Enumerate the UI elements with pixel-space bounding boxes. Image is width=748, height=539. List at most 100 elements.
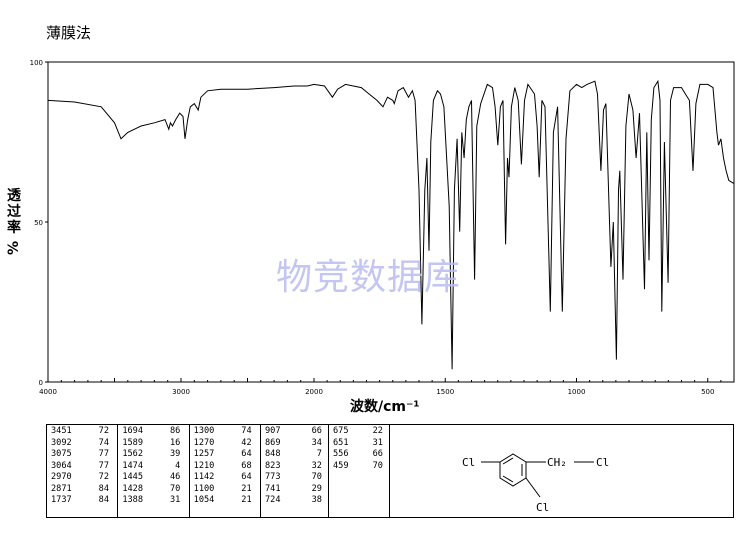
peak-wavenumber: 823 xyxy=(264,460,281,471)
x-tick-label: 500 xyxy=(701,388,714,396)
ring-double-bond-1 xyxy=(502,457,514,465)
cl-left-label: Cl xyxy=(462,456,475,469)
peak-wavenumber: 1210 xyxy=(193,460,215,471)
x-tick-label: 1500 xyxy=(436,388,454,396)
peak-row: 459 70 xyxy=(333,461,389,473)
peak-transmittance: 72 xyxy=(98,472,109,482)
peak-transmittance: 70 xyxy=(169,483,181,494)
peak-row: 1300 74 xyxy=(194,426,260,438)
peak-transmittance: 34 xyxy=(311,437,322,448)
peak-wavenumber: 1562 xyxy=(122,449,144,459)
peak-transmittance: 31 xyxy=(169,495,181,505)
y-tick-label: 100 xyxy=(30,59,43,67)
peak-wavenumber: 1694 xyxy=(122,426,144,436)
cl-bottom-label: Cl xyxy=(536,501,549,514)
y-tick-label: 50 xyxy=(34,219,43,227)
peak-transmittance: 77 xyxy=(98,449,109,459)
molecular-structure: Cl CH₂ Cl Cl xyxy=(462,453,609,514)
method-label: 薄膜法 xyxy=(46,24,92,42)
peak-transmittance: 64 xyxy=(241,472,252,482)
peak-transmittance: 31 xyxy=(372,437,383,448)
y-axis-label: 透过率 % xyxy=(4,188,24,256)
peak-wavenumber: 1100 xyxy=(193,483,215,494)
y-axis-title: 透过率 xyxy=(7,188,21,236)
peak-transmittance: 7 xyxy=(316,449,322,459)
y-axis-ticks: 0 50 100 xyxy=(30,59,48,387)
peak-row: 1388 31 xyxy=(122,495,188,507)
peak-column: 3451 72 3092 74 3075 77 3064 77 2970 72 2871 84 1737… xyxy=(47,425,119,517)
peak-row: 1428 70 xyxy=(122,484,188,496)
peak-row: 675 22 xyxy=(333,426,389,438)
peak-wavenumber: 675 xyxy=(332,426,349,436)
peak-row: 3064 77 xyxy=(51,461,117,473)
peak-wavenumber: 651 xyxy=(332,437,349,448)
peak-wavenumber: 2970 xyxy=(51,472,72,482)
peak-wavenumber: 1300 xyxy=(193,426,215,436)
peak-column: 1694 86 1589 16 1562 39 1474 4 1445 46 1428 70 1388 3… xyxy=(118,425,190,517)
peak-transmittance: 22 xyxy=(372,426,383,436)
structure-panel: Cl CH₂ Cl Cl xyxy=(390,424,734,518)
peak-row: 907 66 xyxy=(265,426,328,438)
peak-wavenumber: 1445 xyxy=(122,472,144,482)
peak-wavenumber: 1388 xyxy=(122,495,144,505)
peak-transmittance: 64 xyxy=(241,449,252,459)
peak-wavenumber: 1589 xyxy=(122,437,144,448)
peak-row: 651 31 xyxy=(333,438,389,450)
x-axis-ticks: 4000 3000 2000 1500 1000 500 xyxy=(39,378,735,396)
peak-wavenumber: 459 xyxy=(332,460,349,471)
peak-row: 1270 42 xyxy=(194,438,260,450)
peak-wavenumber: 848 xyxy=(264,449,281,459)
peak-wavenumber: 1737 xyxy=(51,495,72,505)
peak-transmittance: 84 xyxy=(98,495,109,505)
peak-row: 1142 64 xyxy=(194,472,260,484)
peak-transmittance: 86 xyxy=(169,426,181,436)
watermark: 物竞数据库 xyxy=(276,257,462,298)
peak-wavenumber: 1428 xyxy=(122,483,144,494)
peak-transmittance: 4 xyxy=(175,460,181,471)
peak-transmittance: 70 xyxy=(311,472,322,482)
peak-wavenumber: 2871 xyxy=(51,483,72,494)
peak-wavenumber: 741 xyxy=(264,483,281,494)
peak-transmittance: 39 xyxy=(169,449,181,459)
peak-row: 3075 77 xyxy=(51,449,117,461)
peak-row: 1210 68 xyxy=(194,461,260,473)
peak-transmittance: 74 xyxy=(241,426,252,436)
peak-row: 3092 74 xyxy=(51,438,117,450)
x-axis-label: 波数/cm⁻¹ xyxy=(350,399,420,415)
peak-transmittance: 16 xyxy=(169,437,181,448)
peak-row: 724 38 xyxy=(265,495,328,507)
peak-row: 3451 72 xyxy=(51,426,117,438)
x-tick-label: 3000 xyxy=(172,388,190,396)
peak-transmittance: 66 xyxy=(311,426,322,436)
peak-row: 556 66 xyxy=(333,449,389,461)
peak-wavenumber: 1257 xyxy=(193,449,215,459)
peak-wavenumber: 1054 xyxy=(193,495,215,505)
peak-wavenumber: 1142 xyxy=(193,472,215,482)
peak-wavenumber: 1270 xyxy=(193,437,215,448)
peak-transmittance: 32 xyxy=(311,460,322,471)
cl-right-label: Cl xyxy=(596,456,609,469)
peak-table: 3451 72 3092 74 3075 77 3064 77 2970 72 2871 84 1737… xyxy=(46,424,390,518)
peak-wavenumber: 773 xyxy=(264,472,281,482)
plot-frame xyxy=(47,61,735,383)
y-tick-label: 0 xyxy=(39,379,43,387)
peak-column: 675 22 651 31 556 66 459 70 xyxy=(329,425,389,517)
peak-transmittance: 66 xyxy=(372,449,383,459)
series-line xyxy=(47,79,735,370)
peak-row: 741 29 xyxy=(265,484,328,496)
peak-row: 1737 84 xyxy=(51,495,117,507)
peak-wavenumber: 3451 xyxy=(51,426,72,436)
peak-row: 1445 46 xyxy=(122,472,188,484)
x-tick-label: 2000 xyxy=(305,388,323,396)
peak-transmittance: 74 xyxy=(98,437,109,448)
peak-transmittance: 42 xyxy=(241,437,252,448)
ring-double-bond-3 xyxy=(502,475,514,483)
ir-spectrum-chart: 0 50 100 4000 3000 2000 1500 1000 500 xyxy=(30,59,735,396)
peak-transmittance: 38 xyxy=(311,495,322,505)
y-axis-unit: % xyxy=(6,240,22,256)
peak-transmittance: 77 xyxy=(98,460,109,471)
peak-transmittance: 68 xyxy=(241,460,252,471)
peak-transmittance: 21 xyxy=(241,483,252,494)
peak-wavenumber: 869 xyxy=(264,437,281,448)
peak-wavenumber: 907 xyxy=(264,426,281,436)
